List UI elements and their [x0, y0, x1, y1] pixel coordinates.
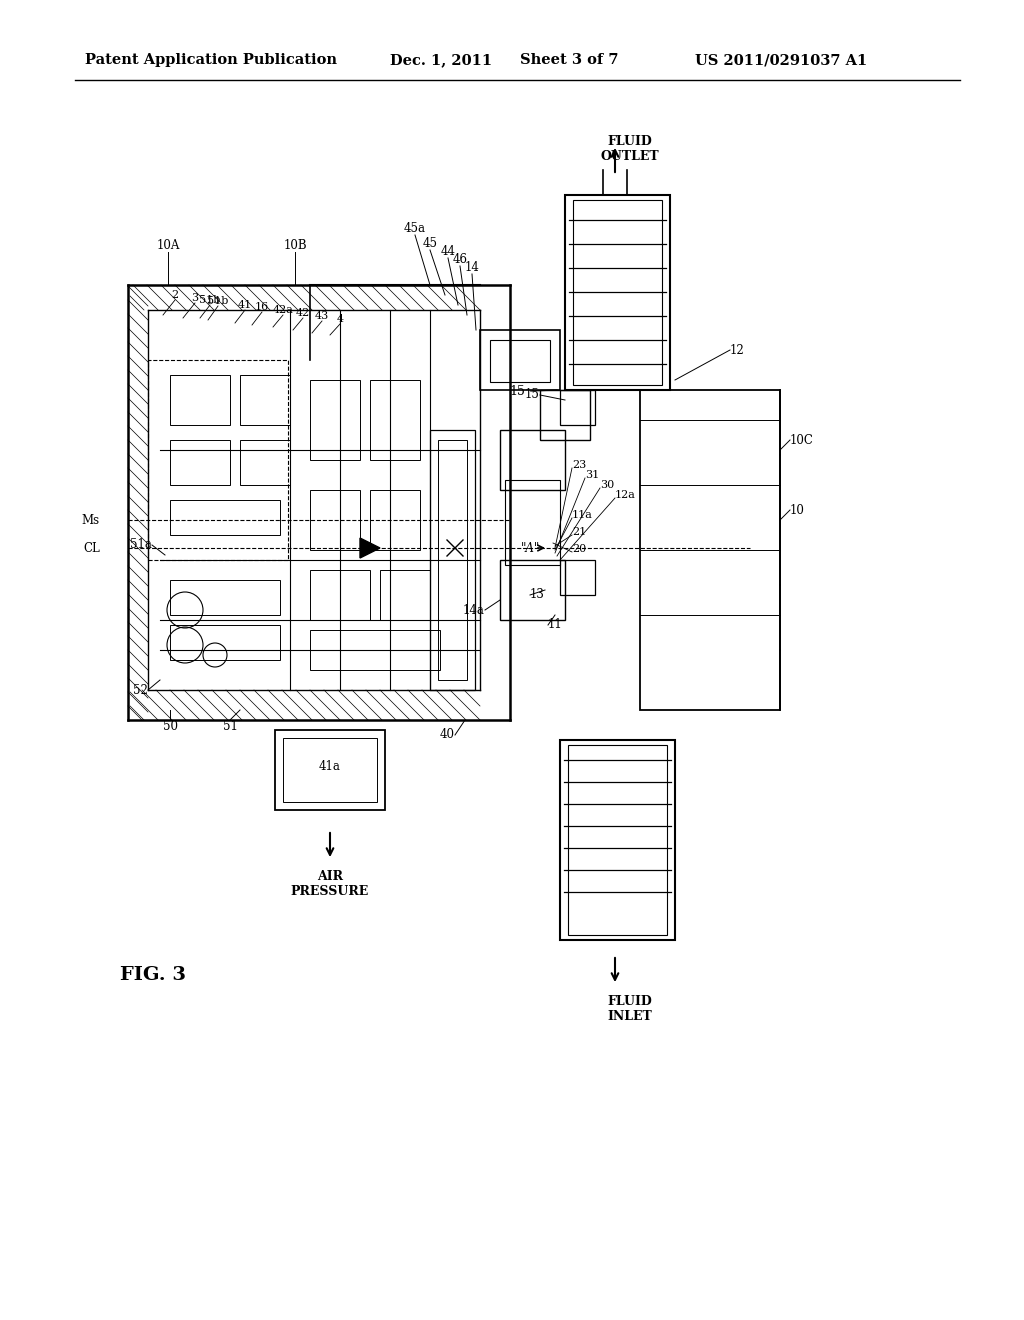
Text: 42a: 42a	[272, 305, 294, 315]
Bar	[438, 440, 467, 680]
Text: 14a: 14a	[463, 603, 485, 616]
Text: 21: 21	[572, 527, 587, 537]
Text: CL: CL	[83, 541, 100, 554]
Text: 11: 11	[548, 619, 563, 631]
Bar	[310, 630, 440, 671]
Bar	[540, 389, 590, 440]
Text: Sheet 3 of 7: Sheet 3 of 7	[520, 53, 618, 67]
Bar	[170, 500, 280, 535]
Text: Ms: Ms	[82, 513, 100, 527]
Text: 11a: 11a	[572, 510, 593, 520]
Bar	[560, 741, 675, 940]
Text: 10C: 10C	[790, 433, 814, 446]
Bar	[170, 440, 230, 484]
Bar	[560, 389, 595, 425]
Text: 51: 51	[222, 719, 238, 733]
Bar	[568, 744, 667, 935]
Text: Dec. 1, 2011: Dec. 1, 2011	[390, 53, 493, 67]
Text: 12a: 12a	[615, 490, 636, 500]
Text: Patent Application Publication: Patent Application Publication	[85, 53, 337, 67]
Text: 42: 42	[296, 308, 310, 318]
Text: 10B: 10B	[284, 239, 307, 252]
Text: 30: 30	[600, 480, 614, 490]
Text: 44: 44	[440, 246, 456, 257]
Text: FLUID
OUTLET: FLUID OUTLET	[601, 135, 659, 162]
Bar	[148, 360, 288, 560]
Bar	[310, 380, 360, 459]
Bar	[240, 375, 290, 425]
Text: 12: 12	[730, 343, 744, 356]
Bar	[275, 730, 385, 810]
Text: 51a: 51a	[130, 539, 152, 552]
Text: 51b: 51b	[207, 296, 228, 306]
Text: FLUID
INLET: FLUID INLET	[607, 995, 652, 1023]
Bar	[565, 195, 670, 389]
Text: 50: 50	[163, 719, 177, 733]
Text: 14: 14	[465, 261, 479, 275]
Bar	[380, 570, 430, 620]
Text: 46: 46	[453, 253, 468, 267]
Bar	[500, 560, 565, 620]
Text: 41: 41	[238, 300, 252, 310]
Bar	[370, 490, 420, 550]
Text: 43: 43	[314, 312, 329, 321]
Text: 15: 15	[525, 388, 540, 401]
Bar	[500, 430, 565, 490]
Text: FIG. 3: FIG. 3	[120, 966, 186, 983]
Bar	[560, 560, 595, 595]
Text: 41a: 41a	[319, 759, 341, 772]
Text: 2: 2	[171, 290, 178, 300]
Text: 3: 3	[191, 293, 199, 304]
Text: 51b: 51b	[200, 294, 221, 305]
Text: 52: 52	[133, 684, 148, 697]
Bar	[640, 389, 780, 710]
Text: 23: 23	[572, 459, 587, 470]
Text: 13: 13	[530, 589, 545, 602]
Bar	[170, 624, 280, 660]
Text: 20: 20	[572, 544, 587, 554]
Bar	[505, 480, 560, 565]
Polygon shape	[360, 539, 380, 558]
Bar	[490, 341, 550, 381]
Text: 4: 4	[337, 314, 344, 323]
Bar	[240, 440, 290, 484]
Text: 31: 31	[585, 470, 599, 480]
Bar	[170, 579, 280, 615]
Text: 10: 10	[790, 503, 805, 516]
Text: 45a: 45a	[404, 222, 426, 235]
Bar	[283, 738, 377, 803]
Text: "A": "A"	[520, 541, 540, 554]
Text: US 2011/0291037 A1: US 2011/0291037 A1	[695, 53, 867, 67]
Bar	[170, 375, 230, 425]
Text: AIR
PRESSURE: AIR PRESSURE	[291, 870, 369, 898]
Text: 40: 40	[440, 729, 455, 742]
Bar	[480, 330, 560, 389]
Bar	[573, 201, 662, 385]
Text: 16: 16	[255, 302, 269, 312]
Text: 15: 15	[509, 385, 557, 399]
Bar	[310, 490, 360, 550]
Bar	[370, 380, 420, 459]
Bar	[430, 430, 475, 690]
Text: 10A: 10A	[157, 239, 179, 252]
Bar	[310, 570, 370, 620]
Text: 45: 45	[423, 238, 437, 249]
